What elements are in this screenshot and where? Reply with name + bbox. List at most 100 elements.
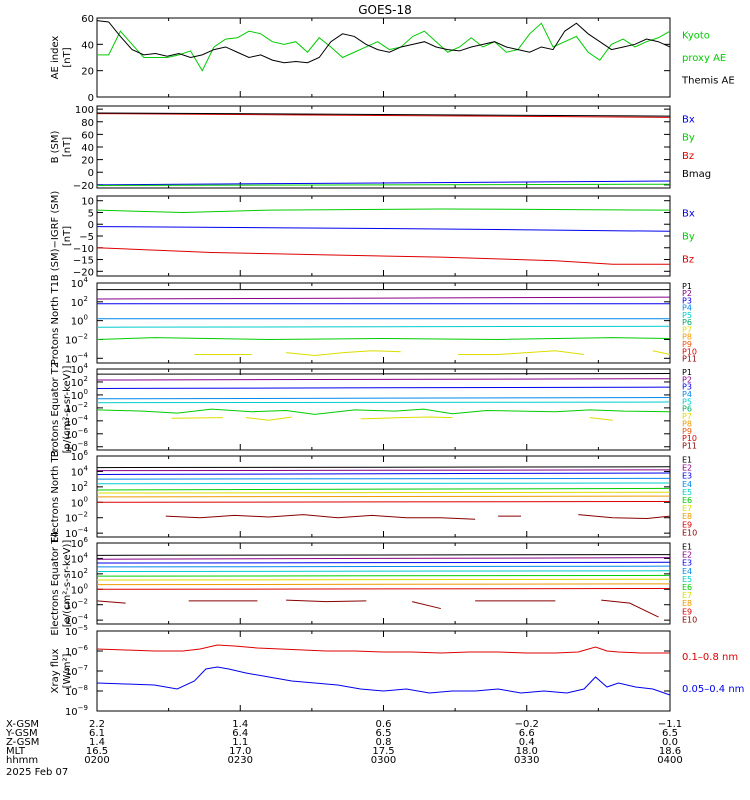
axis-row-value: 17.5 xyxy=(372,746,394,757)
y-axis-label: B (SM) xyxy=(50,130,61,163)
legend-item: E6 xyxy=(682,496,692,505)
series-line xyxy=(96,487,671,491)
series-line xyxy=(96,477,671,480)
axis-row-value: 1.4 xyxy=(89,737,105,748)
series-line xyxy=(96,578,671,581)
axis-row-value: 0230 xyxy=(228,755,253,766)
axis-row-label: MLT xyxy=(6,746,26,757)
legend-item: P8 xyxy=(682,333,692,342)
axis-row-value: 6.5 xyxy=(662,728,678,739)
legend-item: Themis AE xyxy=(681,75,735,86)
y-tick-exponent: −4 xyxy=(78,351,89,359)
series-line xyxy=(96,183,671,186)
series-line xyxy=(96,466,671,469)
legend-item: E2 xyxy=(682,551,692,560)
series-line xyxy=(96,557,671,560)
y-tick-exponent: 4 xyxy=(84,464,89,472)
y-tick-label: 104 xyxy=(71,362,89,376)
legend-item: Bx xyxy=(682,209,695,220)
series-line xyxy=(96,397,671,400)
axis-row-value: 1.4 xyxy=(232,719,248,730)
legend-item: P11 xyxy=(682,442,697,451)
series-line xyxy=(96,588,671,590)
legend-item: E7 xyxy=(682,504,692,513)
series-line xyxy=(96,472,671,476)
legend-item: E2 xyxy=(682,464,692,473)
panel-frame xyxy=(96,105,671,189)
axis-row-value: 0.8 xyxy=(376,737,392,748)
legend-item: P4 xyxy=(682,390,692,399)
series-line xyxy=(96,644,670,654)
y-tick-exponent: 0 xyxy=(84,388,88,396)
legend-item: P1 xyxy=(682,368,692,377)
y-tick-label: 20 xyxy=(81,156,94,167)
series-line xyxy=(96,583,671,586)
y-tick-label: 102 xyxy=(71,375,88,389)
y-tick-label: 104 xyxy=(71,551,89,565)
axis-row-value: 6.6 xyxy=(519,728,535,739)
y-tick-label: 40 xyxy=(81,40,94,51)
y-tick-label: 0 xyxy=(88,93,94,104)
series-line xyxy=(96,491,671,494)
axis-row-value: 18.0 xyxy=(516,746,538,757)
legend-item: E10 xyxy=(682,615,697,624)
legend-item: P8 xyxy=(682,419,692,428)
series-line xyxy=(96,386,671,389)
y-tick-label: −15 xyxy=(73,256,94,267)
series-line xyxy=(96,600,126,604)
y-axis-label: AE index xyxy=(50,36,61,80)
y-tick-exponent: 2 xyxy=(84,295,88,303)
legend-item: P6 xyxy=(682,318,692,327)
y-tick-label: 60 xyxy=(81,130,94,141)
y-tick-exponent: −2 xyxy=(78,598,88,606)
axis-row-value: 1.1 xyxy=(232,737,248,748)
y-tick-exponent: −2 xyxy=(78,511,88,519)
axis-row-value: 6.1 xyxy=(89,728,105,739)
legend-item: By xyxy=(682,231,695,242)
series-line xyxy=(96,495,671,498)
legend-item: Bz xyxy=(682,151,694,162)
series-line xyxy=(286,350,401,356)
legend-item: P4 xyxy=(682,304,692,313)
legend-item: P1 xyxy=(682,282,692,291)
y-tick-label: 100 xyxy=(71,388,88,402)
legend-item: P10 xyxy=(682,434,697,443)
y-tick-exponent: −7 xyxy=(78,664,88,672)
axis-row-value: −1.1 xyxy=(658,719,682,730)
y-tick-exponent: −4 xyxy=(78,414,89,422)
y-tick-exponent: 0 xyxy=(84,495,88,503)
y-tick-label: 100 xyxy=(71,314,88,328)
y-tick-exponent: 2 xyxy=(84,567,88,575)
panel-frame xyxy=(96,195,671,277)
y-tick-label: 20 xyxy=(81,67,94,78)
legend-item: E8 xyxy=(682,599,692,608)
series-line xyxy=(96,570,671,573)
legend-item: By xyxy=(682,133,695,144)
legend-item: P9 xyxy=(682,427,692,436)
legend-item: P10 xyxy=(682,347,697,356)
y-tick-exponent: 6 xyxy=(84,536,89,544)
series-line xyxy=(96,554,671,556)
y-tick-label: −5 xyxy=(79,232,94,243)
y-axis-unit: [W/m²] xyxy=(62,653,73,688)
y-tick-label: −20 xyxy=(73,267,94,278)
series-line xyxy=(96,561,671,564)
axis-row-value: 6.5 xyxy=(376,728,392,739)
series-line xyxy=(652,350,671,356)
y-tick-label: 40 xyxy=(81,143,94,154)
y-axis-label: Electrons North T3 xyxy=(50,450,61,543)
series-line xyxy=(96,408,671,415)
y-tick-exponent: −2 xyxy=(78,332,88,340)
legend-item: E9 xyxy=(682,607,692,616)
y-axis-label: Electrons Equator T4 xyxy=(50,531,61,635)
axis-row-value: 16.5 xyxy=(86,746,108,757)
y-tick-label: 104 xyxy=(71,464,89,478)
series-line xyxy=(96,469,671,472)
axis-row-value: −0.2 xyxy=(515,719,539,730)
legend-item: E4 xyxy=(682,480,692,489)
